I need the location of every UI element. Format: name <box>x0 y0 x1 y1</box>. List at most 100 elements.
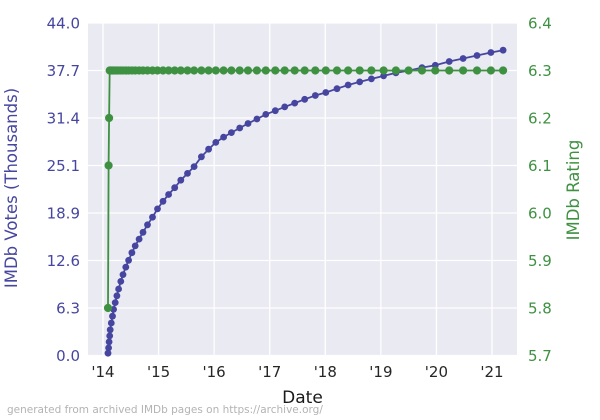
votes-data-point <box>311 92 319 99</box>
votes-data-point <box>301 95 309 103</box>
votes-data-point <box>139 228 147 236</box>
x-tick-label: '17 <box>258 363 281 381</box>
votes-data-point <box>271 107 279 115</box>
rating-data-point <box>170 66 179 75</box>
y-right-tick-label: 6.4 <box>528 15 552 33</box>
votes-data-point <box>212 139 220 146</box>
votes-data-point <box>111 299 119 306</box>
rating-data-point <box>261 66 270 75</box>
y-left-tick-label: 37.7 <box>47 62 80 80</box>
y-left-tick-label: 0.0 <box>56 347 80 365</box>
votes-data-point <box>184 170 191 177</box>
y-left-tick-label: 18.9 <box>47 205 80 223</box>
rating-data-point <box>459 66 468 75</box>
footer-note: generated from archived IMDb pages on ht… <box>7 404 323 416</box>
votes-data-point <box>333 85 341 93</box>
rating-data-point <box>431 66 440 75</box>
votes-data-point <box>107 319 115 327</box>
votes-data-point <box>368 75 375 83</box>
votes-data-point <box>459 55 467 62</box>
rating-data-point <box>243 66 253 75</box>
votes-data-point <box>244 120 252 127</box>
votes-data-point <box>499 46 507 54</box>
votes-data-point <box>109 312 116 320</box>
votes-data-point <box>281 103 289 111</box>
votes-data-point <box>220 133 228 141</box>
votes-data-point <box>487 49 495 56</box>
rating-data-point <box>445 66 454 75</box>
votes-data-point <box>105 344 112 352</box>
votes-data-point <box>154 205 161 213</box>
y-left-tick-label: 25.1 <box>47 157 80 175</box>
rating-data-point <box>197 66 206 75</box>
votes-data-point <box>356 78 364 86</box>
x-tick-label: '21 <box>480 363 503 381</box>
rating-data-point <box>190 66 199 75</box>
plot-area <box>88 22 517 356</box>
votes-data-point <box>262 111 270 118</box>
x-tick-label: '18 <box>314 363 337 381</box>
rating-data-point <box>344 66 353 75</box>
votes-data-point <box>135 235 143 243</box>
y-left-tick-label: 44.0 <box>47 15 80 33</box>
rating-data-point <box>235 66 244 75</box>
votes-data-point <box>106 326 114 334</box>
rating-data-point <box>103 303 113 313</box>
y-left-tick-label: 12.6 <box>47 252 80 270</box>
votes-data-point <box>119 271 127 278</box>
rating-data-point <box>355 66 364 75</box>
votes-data-point <box>205 145 213 153</box>
rating-data-point <box>271 66 280 75</box>
votes-data-point <box>104 349 112 357</box>
x-axis-title: Date <box>282 388 323 408</box>
rating-data-point <box>280 66 289 75</box>
rating-data-point <box>300 66 309 75</box>
votes-data-point <box>228 129 235 137</box>
y-right-tick-label: 6.1 <box>528 157 552 175</box>
rating-data-point <box>176 66 185 75</box>
votes-data-point <box>125 256 132 264</box>
y-right-tick-label: 6.0 <box>528 205 552 223</box>
rating-data-point <box>105 113 114 123</box>
rating-data-point <box>290 66 299 75</box>
votes-data-point <box>445 58 453 65</box>
y-right-axis-title: IMDb Rating <box>564 140 583 241</box>
rating-data-point <box>204 66 213 75</box>
votes-data-point <box>165 191 173 198</box>
y-right-tick-label: 6.3 <box>528 62 552 80</box>
votes-data-point <box>144 221 151 229</box>
rating-data-point <box>486 66 495 75</box>
y-right-tick-label: 5.9 <box>528 252 552 270</box>
rating-data-point <box>332 66 342 75</box>
rating-data-point <box>211 66 220 75</box>
votes-data-point <box>159 197 167 205</box>
votes-data-point <box>115 285 122 293</box>
y-left-axis-title: IMDb Votes (Thousands) <box>2 88 21 288</box>
rating-data-point <box>104 161 113 170</box>
rating-data-point <box>164 66 173 75</box>
votes-data-point <box>198 153 205 161</box>
y-right-tick-label: 5.8 <box>528 300 552 318</box>
votes-data-point <box>190 163 198 171</box>
x-tick-label: '20 <box>425 363 448 381</box>
x-tick-label: '15 <box>147 363 170 381</box>
rating-data-point <box>499 66 508 75</box>
y-left-tick-label: 6.3 <box>56 300 80 318</box>
rating-data-point <box>391 66 400 75</box>
rating-data-point <box>183 66 192 75</box>
y-right-tick-label: 6.2 <box>528 110 552 128</box>
rating-data-point <box>321 66 330 75</box>
votes-data-point <box>344 81 352 89</box>
votes-data-point <box>106 332 114 340</box>
rating-data-point <box>379 66 388 75</box>
votes-data-point <box>117 278 125 285</box>
votes-data-point <box>131 242 139 250</box>
rating-data-point <box>417 66 427 75</box>
votes-data-point <box>322 89 330 96</box>
votes-data-point <box>128 249 136 257</box>
votes-data-point <box>236 124 244 132</box>
rating-data-point <box>472 66 482 75</box>
votes-data-point <box>122 263 130 271</box>
